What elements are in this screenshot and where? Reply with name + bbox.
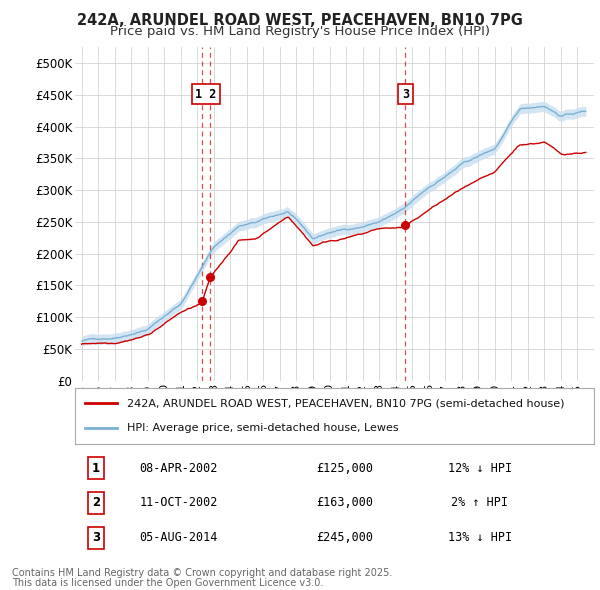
Text: This data is licensed under the Open Government Licence v3.0.: This data is licensed under the Open Gov… [12,578,323,588]
Text: 3: 3 [92,532,100,545]
Text: £125,000: £125,000 [316,461,373,474]
Text: 242A, ARUNDEL ROAD WEST, PEACEHAVEN, BN10 7PG (semi-detached house): 242A, ARUNDEL ROAD WEST, PEACEHAVEN, BN1… [127,398,565,408]
Text: Price paid vs. HM Land Registry's House Price Index (HPI): Price paid vs. HM Land Registry's House … [110,25,490,38]
Text: 12% ↓ HPI: 12% ↓ HPI [448,461,512,474]
Text: 242A, ARUNDEL ROAD WEST, PEACEHAVEN, BN10 7PG: 242A, ARUNDEL ROAD WEST, PEACEHAVEN, BN1… [77,13,523,28]
Text: £245,000: £245,000 [316,532,373,545]
Text: 2% ↑ HPI: 2% ↑ HPI [451,496,508,510]
Text: HPI: Average price, semi-detached house, Lewes: HPI: Average price, semi-detached house,… [127,423,398,433]
Text: Contains HM Land Registry data © Crown copyright and database right 2025.: Contains HM Land Registry data © Crown c… [12,568,392,578]
Text: 08-APR-2002: 08-APR-2002 [140,461,218,474]
Text: 1: 1 [92,461,100,474]
Text: 1 2: 1 2 [195,88,217,101]
Text: 2: 2 [92,496,100,510]
Text: £163,000: £163,000 [316,496,373,510]
Text: 11-OCT-2002: 11-OCT-2002 [140,496,218,510]
Text: 13% ↓ HPI: 13% ↓ HPI [448,532,512,545]
Text: 3: 3 [402,88,409,101]
Text: 05-AUG-2014: 05-AUG-2014 [140,532,218,545]
